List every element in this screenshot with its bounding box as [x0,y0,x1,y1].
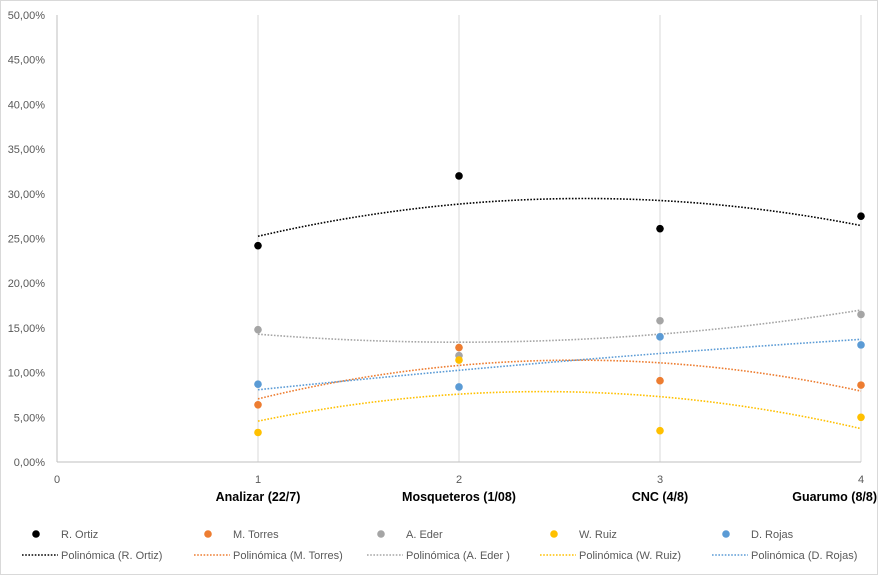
legend-trend-label: Polinómica (D. Rojas) [751,550,857,562]
category-label: CNC (4/8) [632,490,688,504]
data-point-1 [455,172,463,180]
trendline-3 [257,309,862,344]
y-tick-label: 15,00% [8,323,46,335]
y-tick-label: 5,00% [14,412,45,424]
y-tick-label: 35,00% [8,144,46,156]
legend-label: A. Eder [406,529,443,541]
data-point-4 [656,426,664,435]
legend-marker [722,530,730,538]
y-tick-label: 40,00% [8,99,46,111]
legend-marker [377,530,385,538]
trendline-1 [257,197,862,238]
data-point-4 [857,413,865,422]
label-layer: Analizar (22/7) Mosqueteros (1/08) CNC (4/… [216,490,877,504]
legend-marker [32,530,40,538]
legend: R. Ortiz Polinómica (R. Ortiz) M. Torres Po… [22,529,857,562]
legend-label: W. Ruiz [579,529,617,541]
data-point-4 [455,356,463,364]
data-point-3 [857,310,865,319]
data-point-3 [656,316,664,325]
data-point-5 [656,333,664,341]
legend-marker [204,530,212,538]
legend-trend-label: Polinómica (A. Eder ) [406,550,510,562]
x-tick-label: 4 [858,474,864,486]
category-label: Mosqueteros (1/08) [402,490,516,504]
legend-trend-label: Polinómica (R. Ortiz) [61,550,162,562]
data-point-1 [857,212,865,220]
y-tick-label: 30,00% [8,189,46,201]
legend-trend-label: Polinómica (M. Torres) [233,550,343,562]
data-point-5 [455,383,463,391]
trendline-5 [257,338,862,391]
data-point-4 [254,428,262,437]
data-point-2 [254,400,262,409]
data-point-2 [857,381,865,389]
data-point-5 [254,380,262,389]
data-point-1 [656,224,664,233]
y-tick-label: 45,00% [8,55,46,67]
data-point-5 [857,341,865,349]
trendline-layer [257,197,862,430]
y-tick-label: 20,00% [8,278,46,290]
trendline-4 [257,390,862,430]
x-tick-label: 1 [255,474,261,486]
x-tick-label: 2 [456,474,462,486]
category-label: Analizar (22/7) [216,490,301,504]
data-point-3 [254,325,262,334]
y-tick-label: 25,00% [8,234,46,246]
trendline-2 [257,359,862,400]
legend-label: R. Ortiz [61,529,98,541]
legend-trend-label: Polinómica (W. Ruiz) [579,550,681,562]
data-point-1 [254,241,262,250]
legend-label: M. Torres [233,529,279,541]
x-tick-label: 0 [54,474,60,486]
y-tick-label: 0,00% [14,457,45,469]
data-point-2 [656,376,664,385]
x-tick-label: 3 [657,474,663,486]
y-tick-label: 50,00% [8,10,46,22]
point-layer [254,172,865,437]
y-tick-label: 10,00% [8,368,46,380]
legend-label: D. Rojas [751,529,794,541]
legend-marker [550,530,558,538]
data-point-2 [455,343,463,352]
grid-layer [257,15,862,462]
axis-layer: 0,00% 5,00% 10,00% 15,00% 20,00% 25,00% 30,00%… [8,10,864,486]
category-label: Guarumo (8/8) [792,490,877,504]
